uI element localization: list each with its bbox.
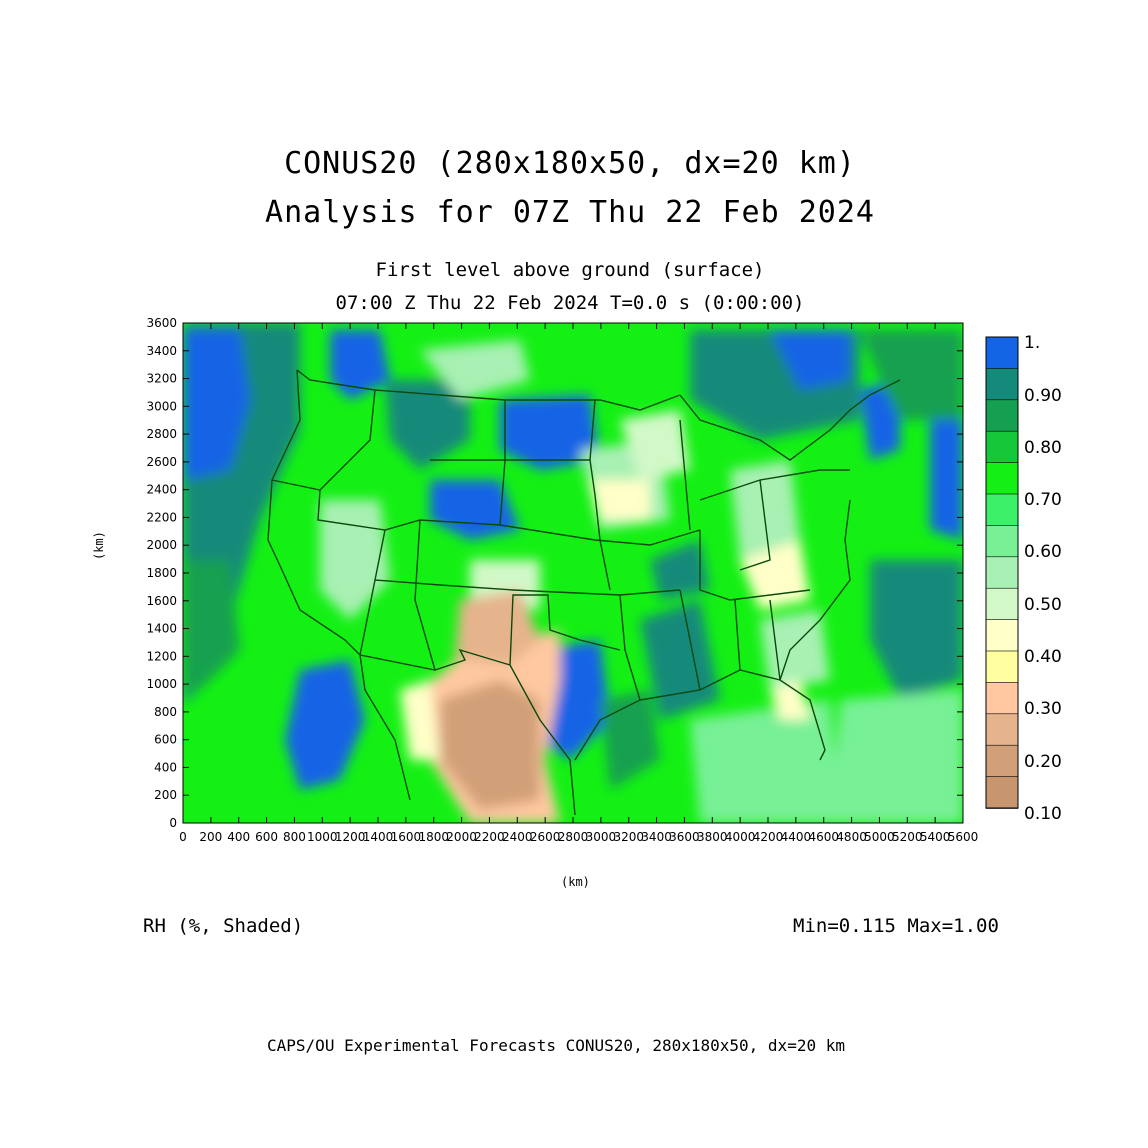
x-axis-label: (km) — [561, 875, 590, 889]
colorbar-label: 1. — [1024, 333, 1040, 353]
y-tick-label: 2000 — [146, 538, 177, 552]
x-tick-label: 5400 — [920, 830, 951, 844]
rh-shading — [183, 323, 963, 823]
y-tick-label: 3600 — [146, 316, 177, 330]
x-tick-label: 4400 — [781, 830, 812, 844]
y-tick-label: 2600 — [146, 455, 177, 469]
colorbar-frame — [985, 336, 1019, 809]
x-tick-label: 1600 — [391, 830, 422, 844]
x-tick-label: 1200 — [335, 830, 366, 844]
colorbar-swatch — [985, 525, 1019, 558]
x-tick-label: 800 — [283, 830, 306, 844]
state-boundaries — [267, 369, 901, 816]
colorbar-label: 0.40 — [1024, 647, 1062, 667]
colorbar: 1. 0.90 0.80 0.70 0.60 0.50 0.40 0.30 0.20 0.10 — [985, 333, 1062, 824]
y-tick-label: 3000 — [146, 399, 177, 413]
colorbar-label: 0.70 — [1024, 490, 1062, 510]
x-tick-label: 4200 — [753, 830, 784, 844]
colorbar-label: 0.80 — [1024, 438, 1062, 458]
colorbar-swatch — [985, 744, 1019, 778]
y-tick-label: 2800 — [146, 427, 177, 441]
x-tick-label: 0 — [179, 830, 187, 844]
x-tick-label: 5200 — [892, 830, 923, 844]
y-tick-label: 1800 — [146, 566, 177, 580]
title-line-1: CONUS20 (280x180x50, dx=20 km) — [284, 146, 856, 181]
colorbar-label: 0.30 — [1024, 699, 1062, 719]
colorbar-swatch — [985, 493, 1019, 527]
y-tick-label: 1200 — [146, 649, 177, 663]
colorbar-label: 0.60 — [1024, 542, 1062, 562]
colorbar-swatch — [985, 587, 1019, 621]
min-max-label: Min=0.115 Max=1.00 — [793, 915, 999, 937]
x-tick-label: 3000 — [586, 830, 617, 844]
colorbar-swatch — [985, 368, 1019, 401]
colorbar-swatch — [985, 619, 1019, 652]
y-tick-label: 3400 — [146, 344, 177, 358]
colorbar-swatch — [985, 713, 1019, 746]
x-tick-label: 2000 — [446, 830, 477, 844]
colorbar-label: 0.20 — [1024, 752, 1062, 772]
x-tick-label: 3600 — [669, 830, 700, 844]
x-tick-label: 2600 — [530, 830, 561, 844]
y-tick-label: 400 — [154, 760, 177, 774]
colorbar-swatch — [985, 430, 1019, 464]
subtitle-time: 07:00 Z Thu 22 Feb 2024 T=0.0 s (0:00:00… — [335, 292, 805, 314]
y-tick-label: 0 — [169, 816, 177, 830]
x-axis: 0 200 400 600 800 100012001400160018002000220… — [179, 323, 978, 844]
y-tick-label: 1400 — [146, 622, 177, 636]
x-tick-label: 4000 — [725, 830, 756, 844]
colorbar-label: 0.10 — [1024, 804, 1062, 824]
x-tick-label: 2800 — [558, 830, 589, 844]
x-tick-label: 1800 — [418, 830, 449, 844]
x-tick-label: 1400 — [363, 830, 394, 844]
x-tick-label: 2200 — [474, 830, 505, 844]
y-tick-label: 2400 — [146, 483, 177, 497]
x-tick-label: 2400 — [502, 830, 533, 844]
x-tick-label: 5600 — [948, 830, 979, 844]
y-tick-label: 200 — [154, 788, 177, 802]
x-tick-label: 4800 — [836, 830, 867, 844]
y-tick-label: 1000 — [146, 677, 177, 691]
y-axis: 0 200 400 600 800 1000 1200 1400 1600 1800 2000 220… — [146, 316, 963, 830]
colorbar-swatch — [985, 462, 1019, 495]
colorbar-swatch — [985, 399, 1019, 432]
y-tick-label: 1600 — [146, 594, 177, 608]
colorbar-swatch — [985, 336, 1019, 370]
y-tick-label: 3200 — [146, 372, 177, 386]
y-tick-label: 2200 — [146, 510, 177, 524]
y-tick-label: 600 — [154, 733, 177, 747]
colorbar-label: 0.50 — [1024, 595, 1062, 615]
x-tick-label: 1000 — [307, 830, 338, 844]
x-tick-label: 200 — [199, 830, 222, 844]
colorbar-swatch — [985, 650, 1019, 684]
colorbar-swatch — [985, 776, 1019, 809]
x-tick-label: 3200 — [613, 830, 644, 844]
subtitle-level: First level above ground (surface) — [375, 259, 765, 281]
y-tick-label: 800 — [154, 705, 177, 719]
title-line-2: Analysis for 07Z Thu 22 Feb 2024 — [265, 195, 875, 230]
colorbar-swatch — [985, 682, 1019, 715]
footer-credit: CAPS/OU Experimental Forecasts CONUS20, … — [267, 1036, 845, 1055]
x-tick-label: 600 — [255, 830, 278, 844]
colorbar-swatch — [985, 556, 1019, 589]
x-tick-label: 400 — [227, 830, 250, 844]
x-tick-label: 4600 — [808, 830, 839, 844]
x-tick-label: 3800 — [697, 830, 728, 844]
x-tick-label: 5000 — [864, 830, 895, 844]
x-tick-label: 3400 — [641, 830, 672, 844]
variable-label: RH (%, Shaded) — [143, 915, 304, 937]
colorbar-label: 0.90 — [1024, 386, 1062, 406]
